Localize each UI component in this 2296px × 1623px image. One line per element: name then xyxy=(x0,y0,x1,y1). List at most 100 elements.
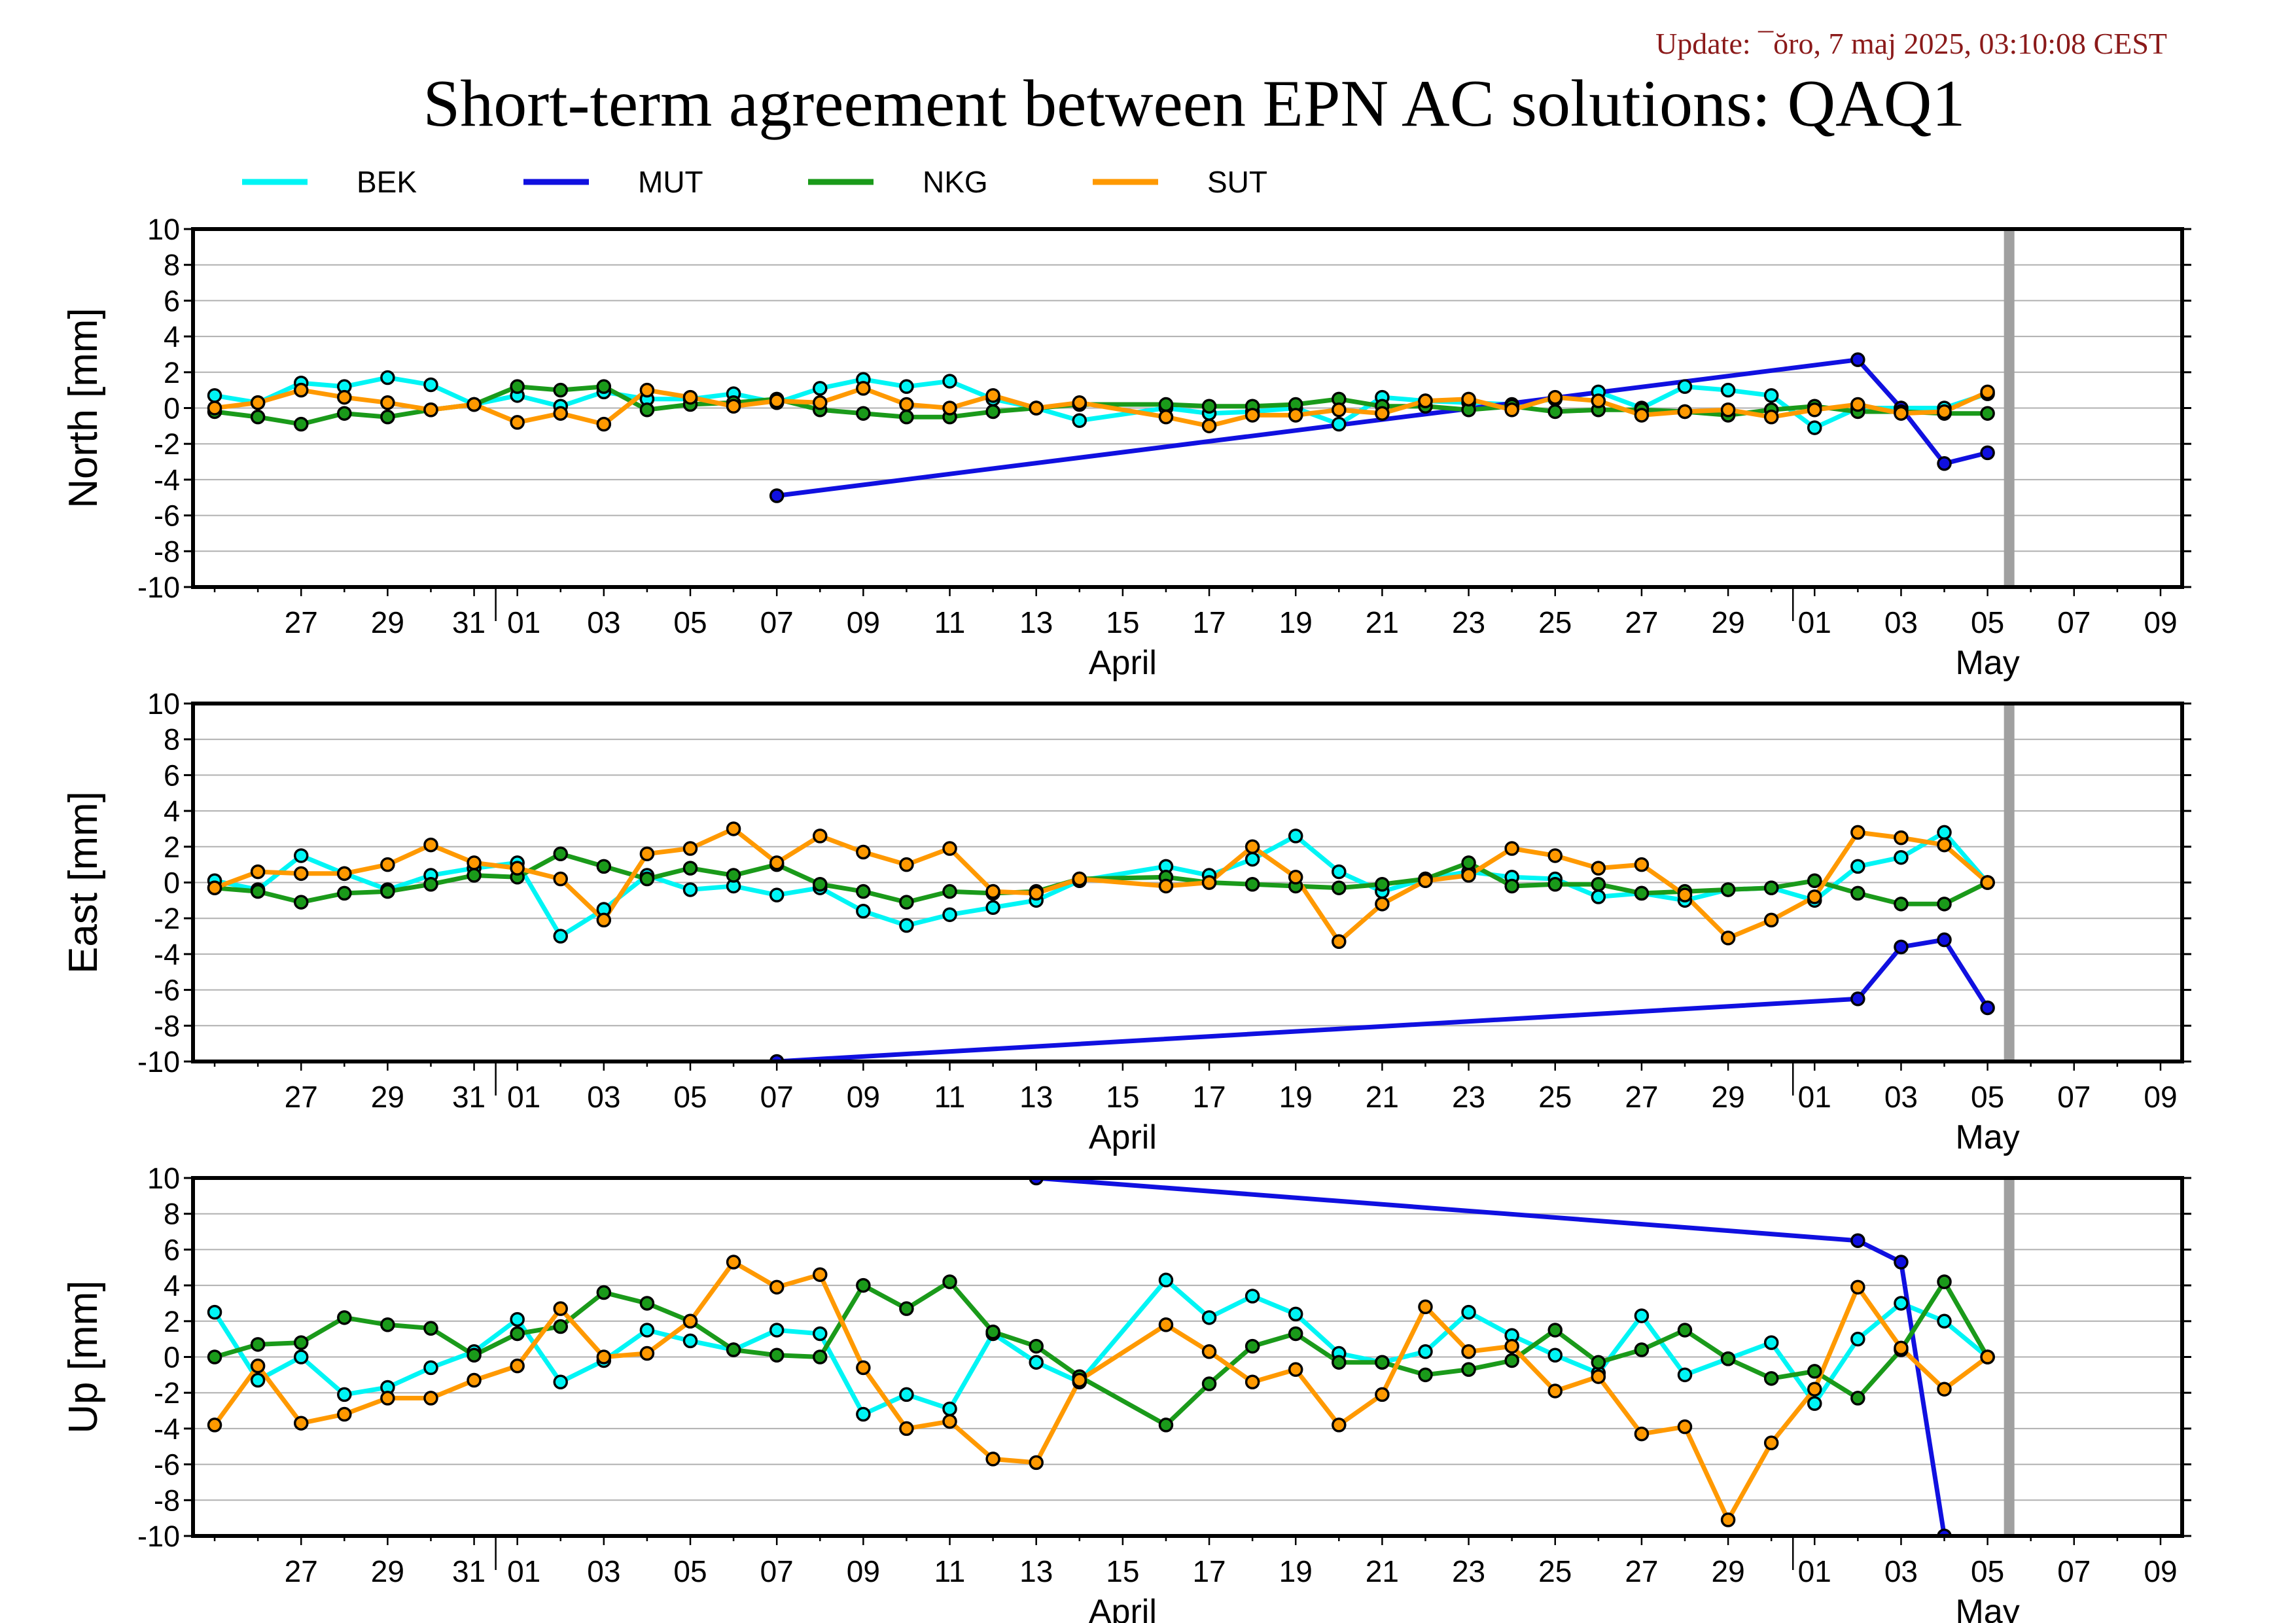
data-point-bek xyxy=(1937,1313,1952,1329)
data-point-nkg xyxy=(553,1319,568,1334)
x-tick-label: 05 xyxy=(1971,1080,2004,1114)
x-tick-label: 09 xyxy=(847,605,880,639)
data-point-nkg xyxy=(1375,1355,1390,1370)
data-point-nkg xyxy=(1894,897,1909,912)
data-point-sut xyxy=(1504,841,1519,856)
x-tick-label: 19 xyxy=(1279,1080,1313,1114)
data-point-nkg xyxy=(1720,1351,1736,1366)
data-point-nkg xyxy=(293,1335,309,1350)
data-point-nkg xyxy=(1332,880,1347,895)
data-point-mut xyxy=(1980,1000,1995,1016)
data-point-bek xyxy=(769,887,785,902)
data-point-bek xyxy=(856,1406,871,1422)
data-point-bek xyxy=(942,1401,957,1417)
plot-frame xyxy=(191,227,2184,589)
x-tick-label: 01 xyxy=(1798,1554,1831,1588)
data-point-nkg xyxy=(1332,1355,1347,1370)
data-point-bek xyxy=(1288,829,1303,844)
data-point-sut xyxy=(293,1416,309,1431)
data-point-bek xyxy=(1894,1296,1909,1311)
data-point-nkg xyxy=(337,1310,352,1325)
data-point-nkg xyxy=(726,868,741,883)
data-point-sut xyxy=(1807,1382,1822,1397)
data-point-sut xyxy=(1029,1455,1044,1471)
data-point-sut xyxy=(423,402,438,418)
data-point-bek xyxy=(1850,859,1865,874)
data-point-bek xyxy=(942,907,957,922)
data-point-bek xyxy=(856,904,871,919)
x-tick-label: 07 xyxy=(2057,605,2091,639)
data-point-sut xyxy=(682,841,698,856)
data-point-sut xyxy=(1158,1317,1174,1332)
data-point-bek xyxy=(1072,413,1087,428)
data-point-sut xyxy=(899,857,914,872)
x-tick-label: 09 xyxy=(2144,605,2177,639)
data-point-bek xyxy=(1418,1344,1433,1359)
data-point-sut xyxy=(1375,897,1390,912)
data-point-sut xyxy=(769,393,785,408)
data-point-sut xyxy=(1634,408,1650,423)
data-point-sut xyxy=(682,389,698,405)
data-point-sut xyxy=(769,855,785,870)
data-point-bek xyxy=(380,370,395,385)
data-point-nkg xyxy=(1547,876,1563,892)
data-point-nkg xyxy=(1201,1376,1217,1391)
x-tick-label: 01 xyxy=(507,605,540,639)
data-point-sut xyxy=(1201,1344,1217,1359)
data-point-sut xyxy=(1937,1382,1952,1397)
data-point-mut xyxy=(1980,445,1995,461)
data-point-sut xyxy=(207,1418,222,1433)
x-tick-label: 13 xyxy=(1019,1554,1053,1588)
data-point-sut xyxy=(1634,857,1650,872)
y-tick-label: -4 xyxy=(154,1412,180,1446)
x-tick-label: 27 xyxy=(285,605,318,639)
data-point-sut xyxy=(553,406,568,421)
data-point-nkg xyxy=(1677,1323,1693,1338)
data-point-sut xyxy=(1547,389,1563,405)
data-point-sut xyxy=(467,855,482,870)
data-point-sut xyxy=(1591,393,1606,408)
data-point-bek xyxy=(1677,1367,1693,1383)
x-tick-label: 11 xyxy=(934,1554,966,1588)
y-tick-label: 6 xyxy=(164,758,180,792)
data-point-nkg xyxy=(1591,876,1606,892)
x-tick-label: 01 xyxy=(1798,605,1831,639)
data-point-bek xyxy=(1547,1347,1563,1363)
data-point-bek xyxy=(250,1372,266,1388)
data-point-nkg xyxy=(1029,1338,1044,1354)
data-point-sut xyxy=(250,395,266,410)
data-point-nkg xyxy=(985,404,1000,419)
data-point-sut xyxy=(1980,1349,1995,1364)
y-tick-label: 2 xyxy=(164,1305,180,1338)
data-point-mut xyxy=(1850,352,1865,367)
x-tick-label: 11 xyxy=(934,1080,966,1114)
y-tick-label: -10 xyxy=(137,1045,180,1079)
x-tick-label: 05 xyxy=(1971,605,2004,639)
data-point-sut xyxy=(1029,401,1044,416)
data-point-nkg xyxy=(1937,897,1952,912)
month-label: April xyxy=(1089,1118,1157,1156)
data-point-sut xyxy=(293,382,309,398)
data-point-sut xyxy=(337,866,352,882)
data-point-sut xyxy=(1375,406,1390,421)
data-point-nkg xyxy=(293,895,309,910)
data-point-nkg xyxy=(639,402,655,418)
data-point-nkg xyxy=(1288,1326,1303,1342)
data-point-nkg xyxy=(553,846,568,861)
x-tick-label: 29 xyxy=(1712,1554,1745,1588)
data-point-sut xyxy=(856,381,871,396)
x-tick-label: 03 xyxy=(1884,1554,1918,1588)
y-tick-label: 0 xyxy=(164,866,180,900)
data-point-sut xyxy=(1937,404,1952,419)
data-point-sut xyxy=(1245,839,1260,855)
data-point-sut xyxy=(1158,409,1174,425)
data-point-sut xyxy=(1418,1299,1433,1315)
data-point-sut xyxy=(510,861,525,876)
month-label: May xyxy=(1955,1118,2019,1156)
data-point-sut xyxy=(899,1421,914,1436)
data-point-bek xyxy=(1720,382,1736,398)
data-point-nkg xyxy=(1504,878,1519,894)
data-point-sut xyxy=(813,829,828,844)
